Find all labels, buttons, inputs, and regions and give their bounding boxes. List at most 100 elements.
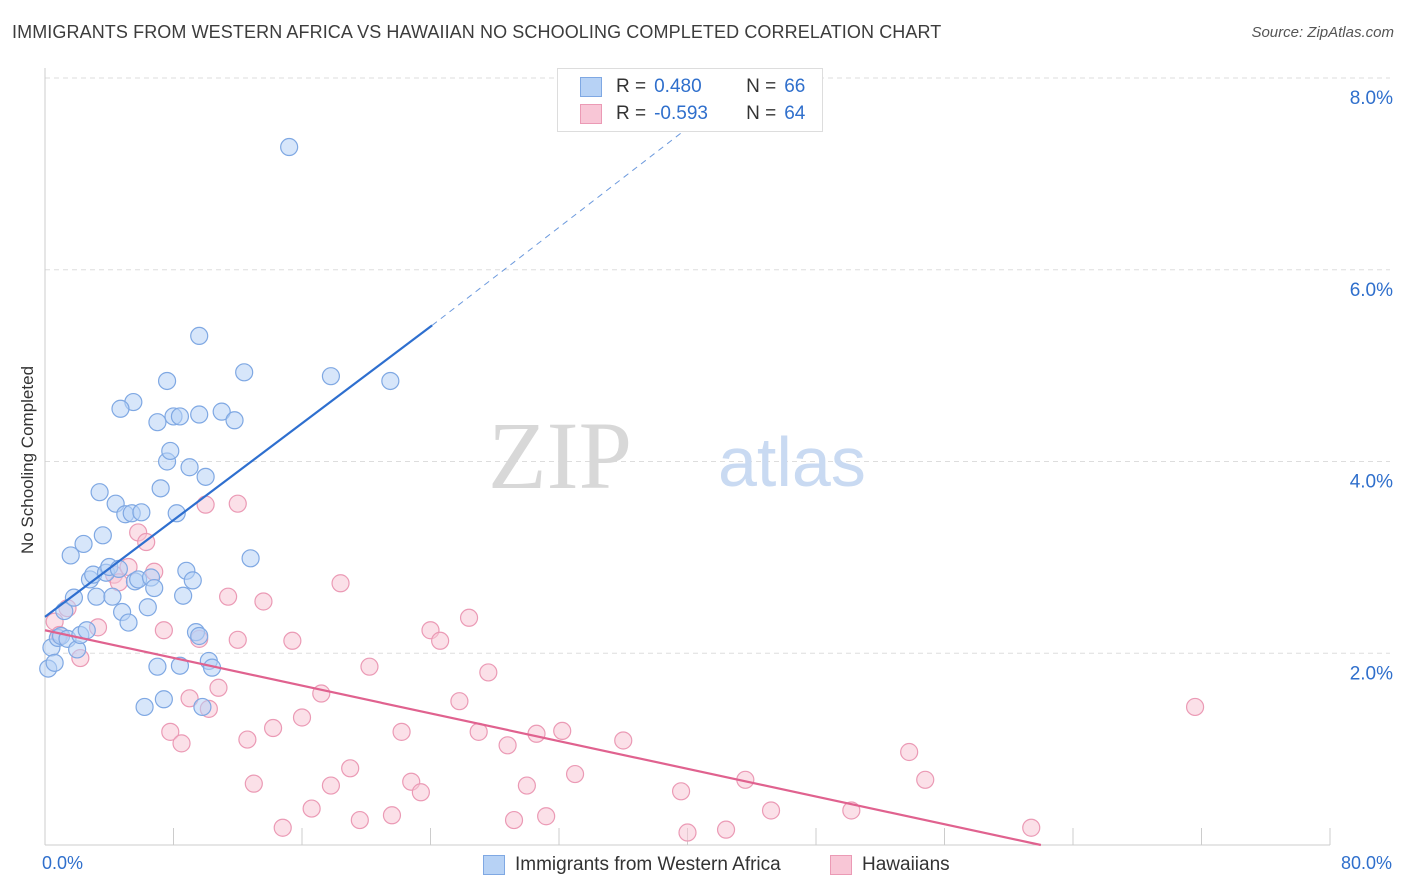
r-label: R = <box>616 103 647 124</box>
hawaiians-point <box>302 799 321 818</box>
western-africa-point <box>196 467 215 486</box>
hawaiians-point <box>238 730 257 749</box>
western-africa-point <box>145 578 164 598</box>
western-africa-point <box>148 413 167 432</box>
western-africa-points <box>39 137 400 717</box>
hawaiians-point <box>350 810 369 830</box>
western-africa-point <box>170 656 190 675</box>
hawaiians-point <box>321 776 341 795</box>
legend-label: Immigrants from Western Africa <box>515 854 781 875</box>
western-africa-point <box>87 587 106 606</box>
y-tick-labels: 2.0% 4.0% 6.0% 8.0% <box>1350 88 1393 684</box>
hawaiians-trend <box>44 629 1042 847</box>
western-africa-trend-extension <box>431 92 733 326</box>
y-axis-label: No Schooling Completed <box>18 365 37 555</box>
legend-item-hawaiians[interactable]: Hawaiians <box>830 852 950 878</box>
axes <box>44 68 1331 846</box>
n-label: N = <box>746 103 777 124</box>
hawaiians-point <box>761 801 781 820</box>
western-africa-point <box>190 626 209 646</box>
blue-swatch <box>580 77 602 97</box>
y-tick-label: 2.0% <box>1350 663 1393 684</box>
pink-swatch <box>580 104 602 124</box>
source-attribution: Source: ZipAtlas.com <box>1251 24 1394 41</box>
western-africa-point <box>183 571 202 590</box>
western-africa-point <box>154 690 173 709</box>
western-africa-point <box>109 559 128 578</box>
n-value: 66 <box>784 76 806 97</box>
legend-row-hawaiians: R = -0.593 N = 64 <box>580 101 876 127</box>
hawaiians-point <box>209 678 228 697</box>
hawaiians-point <box>1185 697 1205 717</box>
hawaiians-point <box>527 724 546 743</box>
western-africa-point <box>180 458 199 477</box>
hawaiians-point <box>292 708 312 727</box>
western-africa-point <box>77 621 96 640</box>
western-africa-point <box>138 598 157 617</box>
hawaiians-point <box>228 494 247 513</box>
western-africa-point <box>157 371 177 391</box>
western-africa-point <box>90 483 109 502</box>
hawaiians-point <box>916 770 935 789</box>
x-tick-max: 80.0% <box>1340 853 1392 873</box>
hawaiians-point <box>360 657 379 676</box>
western-africa-point <box>61 546 80 565</box>
western-africa-point <box>111 399 130 418</box>
watermark-atlas: atlas <box>718 423 866 501</box>
hawaiians-point <box>842 801 861 820</box>
legend-row-western-africa: R = 0.480 N = 66 <box>580 74 876 100</box>
hawaiians-point <box>254 592 273 611</box>
western-africa-point <box>170 407 190 426</box>
western-africa-point <box>381 371 400 391</box>
hawaiians-point <box>172 734 191 753</box>
hawaiians-point <box>553 721 572 741</box>
western-africa-point <box>74 534 93 554</box>
hawaiians-point <box>196 495 215 514</box>
blue-swatch <box>483 855 505 875</box>
hawaiians-point <box>228 630 247 649</box>
n-value: 64 <box>784 103 806 124</box>
hawaiians-point <box>161 722 180 741</box>
hawaiians-point <box>517 776 536 795</box>
gridlines <box>45 77 1390 654</box>
hawaiians-point <box>671 782 691 801</box>
pink-swatch <box>830 855 852 875</box>
trend-lines <box>44 92 1042 847</box>
western-africa-point <box>190 405 209 424</box>
r-value: 0.480 <box>654 76 702 97</box>
y-tick-label: 6.0% <box>1350 280 1393 301</box>
hawaiians-point <box>411 783 430 802</box>
hawaiians-point <box>273 818 292 837</box>
y-tick-label: 8.0% <box>1350 88 1393 109</box>
western-africa-point <box>119 613 138 632</box>
hawaiians-point <box>244 774 263 793</box>
hawaiians-point <box>678 823 697 842</box>
legend-item-western-africa[interactable]: Immigrants from Western Africa <box>483 852 781 878</box>
western-africa-point <box>235 363 254 382</box>
hawaiians-point <box>154 621 173 640</box>
western-africa-point <box>135 697 154 717</box>
western-africa-point <box>212 402 231 421</box>
y-tick-label: 4.0% <box>1350 472 1393 493</box>
r-label: R = <box>616 76 647 97</box>
hawaiians-point <box>498 736 517 755</box>
hawaiians-point <box>900 742 919 762</box>
hawaiians-point <box>479 663 498 682</box>
legend-label: Hawaiians <box>862 854 950 875</box>
western-africa-point <box>280 137 299 157</box>
western-africa-point <box>190 326 209 346</box>
hawaiians-point <box>565 764 585 784</box>
hawaiians-point <box>341 759 360 778</box>
hawaiians-point <box>382 806 402 825</box>
western-africa-trend <box>44 324 433 618</box>
watermark-zip: ZIP <box>488 402 632 509</box>
western-africa-point <box>151 479 170 498</box>
western-africa-point <box>45 653 64 672</box>
western-africa-point <box>193 697 212 717</box>
hawaiians-point <box>431 631 450 650</box>
hawaiians-point <box>716 820 736 839</box>
y-axis-label-wrap: No Schooling Completed <box>16 300 40 620</box>
western-africa-point <box>148 657 167 676</box>
stats-legend: R = 0.480 N = 66 R = -0.593 N = 64 <box>557 68 823 132</box>
